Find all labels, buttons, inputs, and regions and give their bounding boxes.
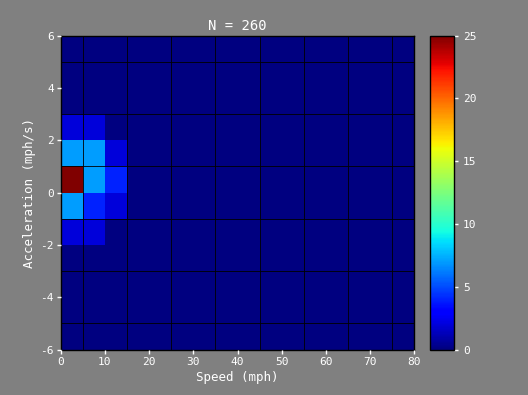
Y-axis label: Acceleration (mph/s): Acceleration (mph/s) bbox=[23, 118, 36, 267]
X-axis label: Speed (mph): Speed (mph) bbox=[196, 371, 279, 384]
Title: N = 260: N = 260 bbox=[208, 19, 267, 33]
